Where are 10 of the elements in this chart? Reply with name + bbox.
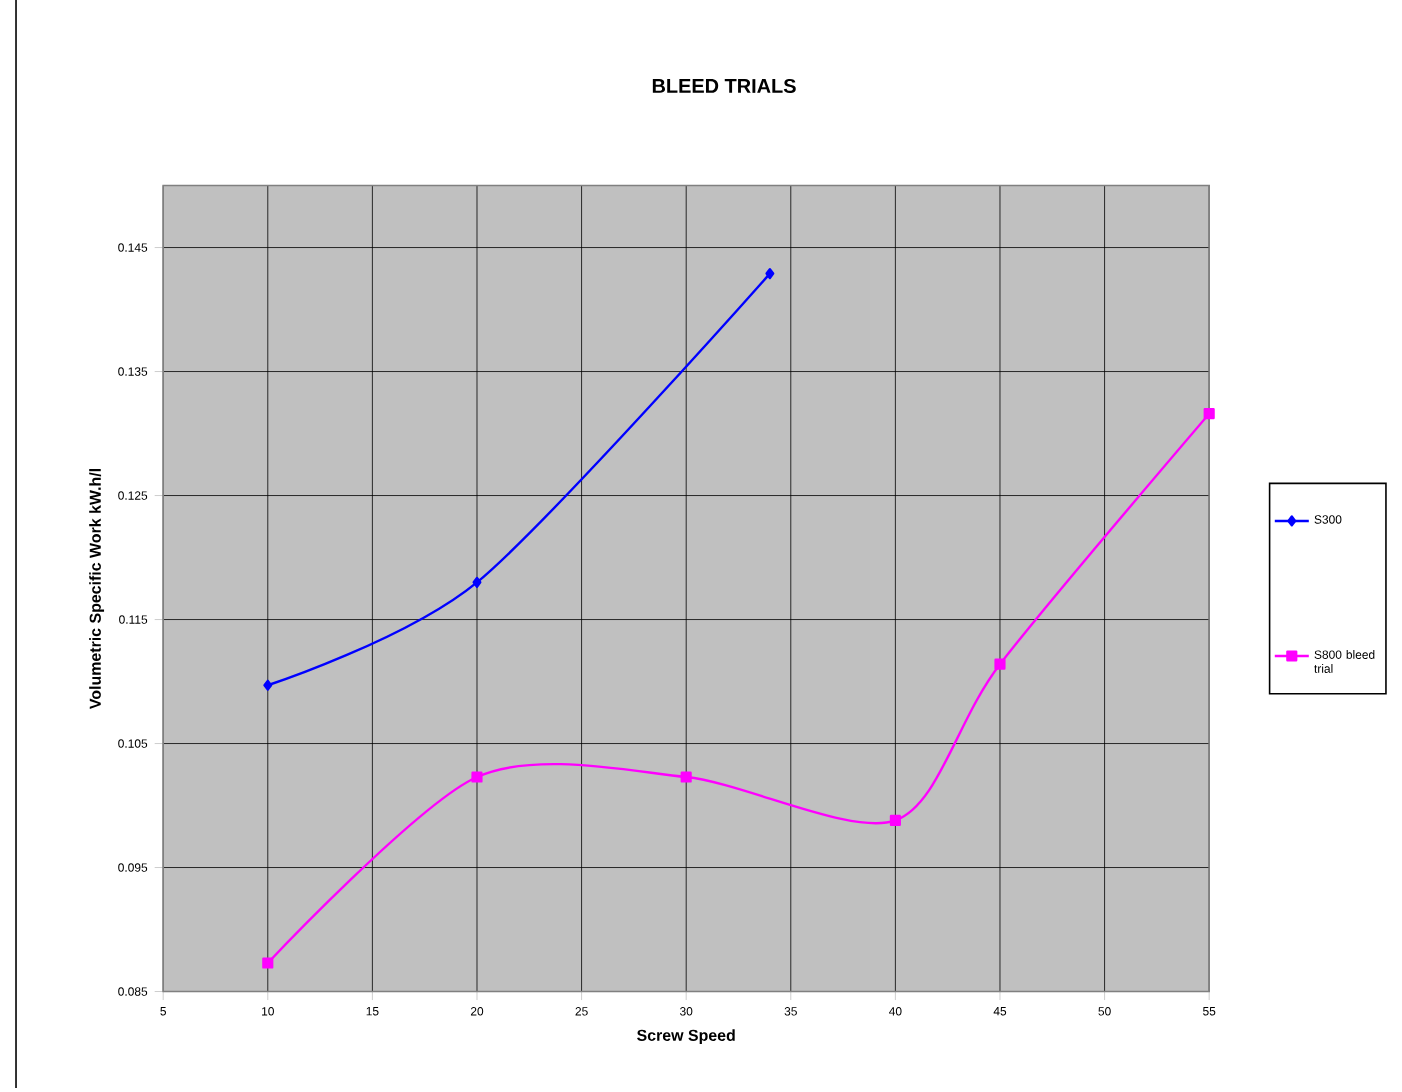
point xyxy=(263,679,273,691)
point xyxy=(471,771,483,783)
point xyxy=(1203,408,1215,420)
point xyxy=(472,576,482,588)
chart-title: BLEED TRIALS xyxy=(652,78,796,94)
point xyxy=(765,268,775,280)
point xyxy=(262,957,274,969)
point xyxy=(889,814,901,826)
point xyxy=(994,658,1006,670)
point xyxy=(680,771,692,783)
